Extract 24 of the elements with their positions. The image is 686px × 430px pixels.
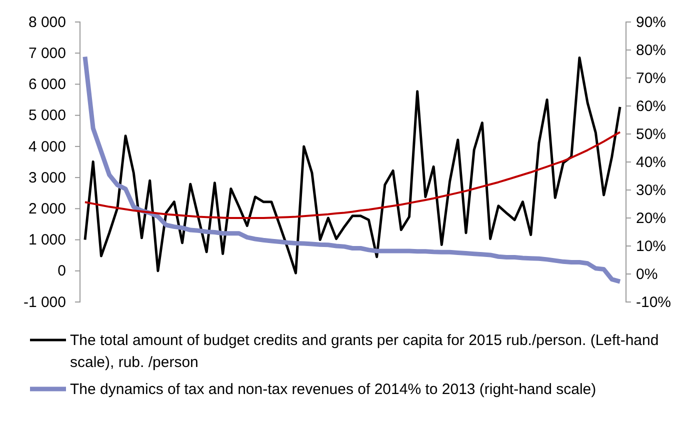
y-tick-label: 3 000 (28, 169, 66, 186)
y2-tick-label: 30% (636, 182, 666, 199)
y2-tick-label: 40% (636, 154, 666, 171)
y2-tick-label: 80% (636, 42, 666, 59)
y2-tick-label: 60% (636, 98, 666, 115)
y2-tick-label: 50% (636, 126, 666, 143)
legend-label: The total amount of budget credits and grants per capita for 2015 rub./person. (Left-hand scale), rub. /person (70, 332, 659, 371)
y-tick-label: -1 000 (23, 294, 66, 311)
y2-tick-label: 10% (636, 238, 666, 255)
y2-tick-label: 70% (636, 70, 666, 87)
y-tick-label: 8 000 (28, 14, 66, 31)
line-series (84, 131, 621, 219)
y2-tick-label: 20% (636, 210, 666, 227)
y2-tick-label: -10% (636, 294, 672, 311)
y2-tick-label: 90% (636, 14, 666, 31)
y2-tick-label: 0% (636, 266, 658, 283)
y-tick-label: 5 000 (28, 107, 66, 124)
y-tick-label: 2 000 (28, 200, 66, 218)
legend-label: The dynamics of tax and non-tax revenues of 2014% to 2013 (right-hand scale) (70, 381, 596, 398)
y-tick-label: 1 000 (28, 232, 66, 249)
y-tick-label: 0 (58, 262, 66, 280)
y-tick-label: 6 000 (28, 76, 66, 94)
y-tick-label: 4 000 (28, 138, 66, 156)
y-tick-label: 7 000 (28, 44, 66, 62)
